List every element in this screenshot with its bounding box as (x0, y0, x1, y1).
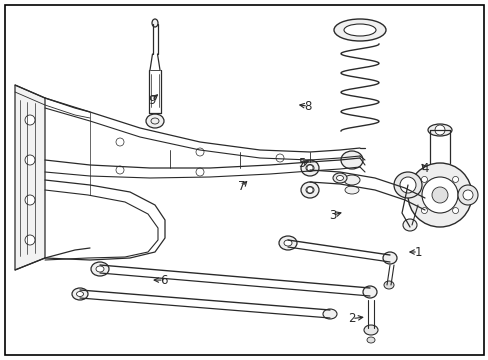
Ellipse shape (91, 262, 109, 276)
Circle shape (407, 163, 471, 227)
Circle shape (116, 138, 124, 146)
Circle shape (434, 125, 444, 135)
Ellipse shape (76, 292, 83, 297)
Text: 4: 4 (421, 162, 428, 175)
Ellipse shape (340, 151, 362, 169)
Circle shape (451, 176, 458, 183)
Circle shape (399, 177, 415, 193)
Ellipse shape (301, 160, 318, 176)
Text: 8: 8 (304, 100, 311, 113)
Text: 9: 9 (147, 94, 155, 107)
Ellipse shape (383, 281, 393, 289)
Circle shape (25, 155, 35, 165)
Circle shape (421, 208, 427, 213)
Ellipse shape (305, 165, 313, 171)
Circle shape (421, 176, 427, 183)
Circle shape (462, 190, 472, 200)
Text: 2: 2 (347, 312, 355, 325)
Ellipse shape (332, 173, 346, 183)
Ellipse shape (343, 24, 375, 36)
Ellipse shape (96, 266, 104, 272)
Circle shape (306, 165, 312, 171)
Ellipse shape (345, 186, 358, 194)
Circle shape (116, 166, 124, 174)
Text: 6: 6 (160, 274, 167, 287)
Ellipse shape (366, 337, 374, 343)
Ellipse shape (301, 182, 318, 198)
Circle shape (275, 154, 284, 162)
Ellipse shape (336, 176, 343, 180)
Circle shape (431, 187, 447, 203)
Ellipse shape (305, 186, 313, 194)
Ellipse shape (402, 219, 416, 231)
Ellipse shape (284, 240, 291, 246)
Ellipse shape (363, 325, 377, 335)
Ellipse shape (323, 309, 336, 319)
Ellipse shape (333, 19, 385, 41)
Text: 3: 3 (328, 209, 336, 222)
Ellipse shape (152, 19, 158, 27)
Ellipse shape (72, 288, 88, 300)
Circle shape (306, 187, 312, 193)
Circle shape (196, 148, 203, 156)
Ellipse shape (362, 286, 376, 298)
Ellipse shape (427, 124, 451, 136)
Circle shape (457, 185, 477, 205)
Circle shape (451, 208, 458, 213)
Text: 7: 7 (238, 180, 245, 193)
Text: 5: 5 (298, 157, 305, 170)
Circle shape (421, 177, 457, 213)
Ellipse shape (382, 252, 396, 264)
Circle shape (25, 195, 35, 205)
Ellipse shape (279, 236, 296, 250)
Ellipse shape (343, 175, 359, 185)
Ellipse shape (393, 172, 421, 198)
Polygon shape (15, 85, 45, 270)
Ellipse shape (146, 114, 163, 128)
Circle shape (25, 115, 35, 125)
Circle shape (25, 235, 35, 245)
Text: 1: 1 (413, 246, 421, 258)
Circle shape (196, 168, 203, 176)
